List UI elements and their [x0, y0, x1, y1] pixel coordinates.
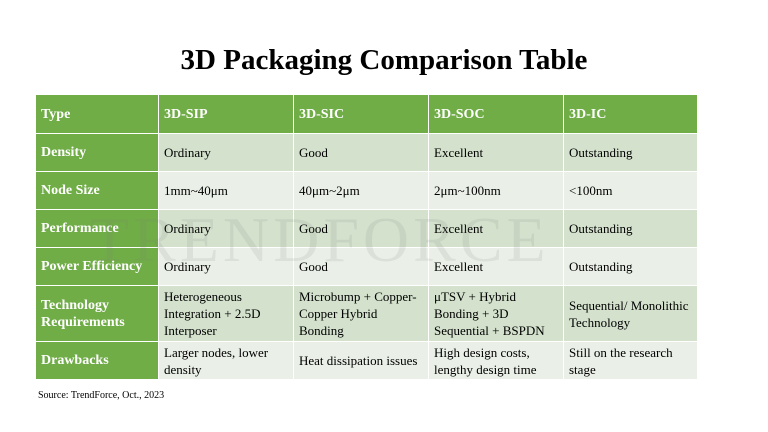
header-row: Type 3D-SIP 3D-SIC 3D-SOC 3D-IC [35, 94, 698, 134]
table-cell: μTSV + Hybrid Bonding + 3D Sequential + … [428, 285, 564, 342]
table-cell: Good [293, 133, 429, 172]
table-cell: Heat dissipation issues [293, 341, 429, 380]
title: 3D Packaging Comparison Table [180, 44, 588, 76]
column-header: 3D-SOC [428, 94, 564, 134]
table-row: Power Efficiency Ordinary Good Excellent Out… [35, 247, 698, 286]
table-cell: Excellent [428, 247, 564, 286]
comparison-table: Type 3D-SIP 3D-SIC 3D-SOC 3D-IC Density Ordin… [35, 94, 698, 380]
table-cell: Still on the research stage [563, 341, 698, 380]
table-cell: Ordinary [158, 133, 294, 172]
table-cell: 2μm~100nm [428, 171, 564, 210]
table-cell: Sequential/ Monolithic Technology [563, 285, 698, 342]
source-note: Source: TrendForce, Oct., 2023 [38, 390, 165, 401]
table-cell: Good [293, 247, 429, 286]
table-cell: Excellent [428, 209, 564, 248]
table-row: Drawbacks Larger nodes, lower density Heat… [35, 341, 698, 380]
row-header: Drawbacks [35, 341, 159, 380]
table-cell: Larger nodes, lower density [158, 341, 294, 380]
column-header: 3D-SIC [293, 94, 429, 134]
column-header: Type [35, 94, 159, 134]
table-cell: <100nm [563, 171, 698, 210]
column-header: 3D-IC [563, 94, 698, 134]
table-cell: 40μm~2μm [293, 171, 429, 210]
table-cell: Outstanding [563, 247, 698, 286]
table-row: Node Size 1mm~40μm 40μm~2μm 2μm~100nm <100nm [35, 171, 698, 210]
table-cell: 1mm~40μm [158, 171, 294, 210]
table-cell: Excellent [428, 133, 564, 172]
table-cell: Good [293, 209, 429, 248]
row-header: Density [35, 133, 159, 172]
table-cell: Outstanding [563, 209, 698, 248]
row-header: Performance [35, 209, 159, 248]
table-row: Density Ordinary Good Excellent Outstanding [35, 133, 698, 172]
row-header: Technology Requirements [35, 285, 159, 342]
table-cell: Ordinary [158, 247, 294, 286]
table-cell: Outstanding [563, 133, 698, 172]
column-header: 3D-SIP [158, 94, 294, 134]
table-header: Type 3D-SIP 3D-SIC 3D-SOC 3D-IC [35, 94, 698, 134]
table-cell: Heterogeneous Integration + 2.5D Interpo… [158, 285, 294, 342]
table-cell: High design costs, lengthy design time [428, 341, 564, 380]
table-cell: Ordinary [158, 209, 294, 248]
table-row: Technology Requirements Heterogeneous Int… [35, 285, 698, 342]
table-row: Performance Ordinary Good Excellent Outstand… [35, 209, 698, 248]
row-header: Node Size [35, 171, 159, 210]
table-body: Density Ordinary Good Excellent Outstanding N… [35, 133, 698, 380]
table-cell: Microbump + Copper-Copper Hybrid Bonding [293, 285, 429, 342]
row-header: Power Efficiency [35, 247, 159, 286]
